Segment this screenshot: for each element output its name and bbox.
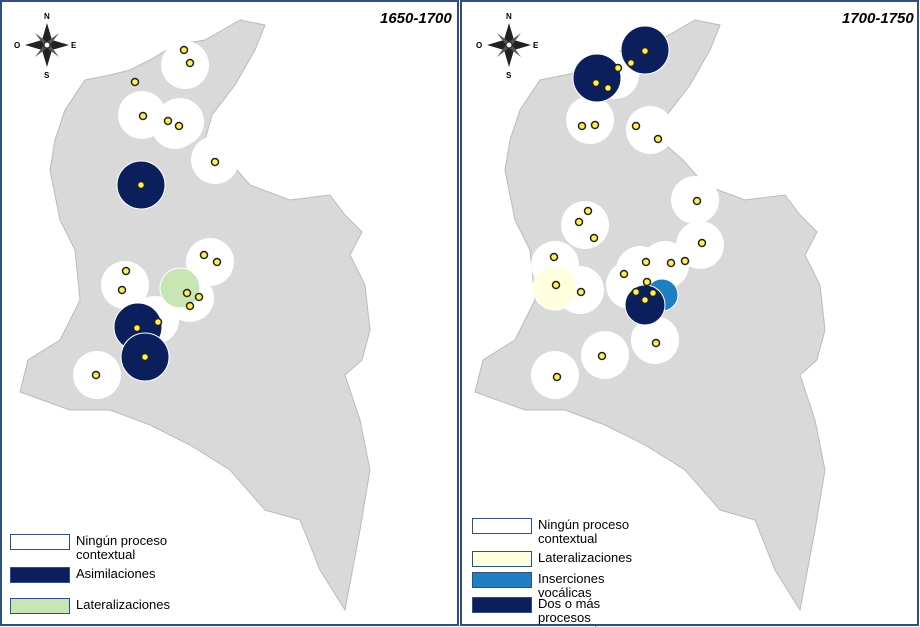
panel-title: 1700-1750 — [842, 10, 914, 27]
locality-point — [210, 157, 220, 167]
locality-point — [619, 269, 629, 279]
legend-swatch — [472, 551, 532, 567]
locality-point — [648, 288, 658, 298]
locality-point — [132, 323, 142, 333]
locality-point — [194, 292, 204, 302]
legend-item: Dos o más procesos contextuales — [472, 597, 653, 627]
compass-west: O — [14, 41, 21, 50]
legend-item: Lateralizaciones — [10, 598, 191, 614]
locality-point — [185, 301, 195, 311]
legend-item: Lateralizaciones — [472, 551, 653, 567]
legend-label: Lateralizaciones — [76, 597, 170, 612]
locality-point — [136, 180, 146, 190]
locality-point — [552, 372, 562, 382]
locality-point — [117, 285, 127, 295]
locality-point — [551, 280, 561, 290]
locality-point — [549, 252, 559, 262]
locality-point — [163, 116, 173, 126]
locality-point — [185, 58, 195, 68]
locality-point — [692, 196, 702, 206]
process-zone — [572, 53, 622, 103]
locality-point — [91, 370, 101, 380]
locality-point — [653, 134, 663, 144]
buffer-zone — [161, 41, 209, 89]
locality-point — [680, 256, 690, 266]
legend-label: Ningún proceso contextual — [538, 517, 630, 546]
locality-point — [591, 78, 601, 88]
locality-point — [574, 217, 584, 227]
panel-title: 1650-1700 — [380, 10, 452, 27]
locality-point — [697, 238, 707, 248]
buffer-zone — [186, 238, 234, 286]
locality-point — [613, 63, 623, 73]
locality-point — [626, 58, 636, 68]
legend-swatch — [472, 597, 532, 613]
process-zone — [159, 267, 201, 309]
buffer-zone — [101, 261, 149, 309]
locality-point — [121, 266, 131, 276]
locality-point — [589, 233, 599, 243]
locality-point — [597, 351, 607, 361]
buffer-zone — [566, 96, 614, 144]
locality-point — [212, 257, 222, 267]
compass-east: E — [71, 41, 77, 50]
legend-swatch — [472, 572, 532, 588]
locality-point — [640, 46, 650, 56]
locality-point — [138, 111, 148, 121]
compass-south: S — [44, 71, 50, 80]
compass-east: E — [533, 41, 539, 50]
locality-point — [603, 83, 613, 93]
locality-point — [631, 121, 641, 131]
legend-label: Inserciones vocálicas — [538, 571, 605, 600]
locality-point — [576, 287, 586, 297]
locality-point — [153, 317, 163, 327]
buffer-zone — [626, 106, 674, 154]
legend-swatch — [10, 534, 70, 550]
locality-point — [590, 120, 600, 130]
locality-point — [642, 277, 652, 287]
legend-swatch — [10, 598, 70, 614]
compass-west: O — [476, 41, 483, 50]
locality-point — [130, 77, 140, 87]
legend-item: Ningún proceso contextual — [10, 534, 191, 562]
legend-label: Dos o más procesos contextuales — [538, 596, 611, 627]
legend-item: Asimilaciones — [10, 567, 191, 583]
compass-north: N — [44, 12, 50, 21]
legend-label: Ningún proceso contextual — [76, 533, 168, 562]
locality-point — [179, 45, 189, 55]
locality-point — [577, 121, 587, 131]
compass-north: N — [506, 12, 512, 21]
process-zone — [624, 284, 666, 326]
locality-point — [583, 206, 593, 216]
legend-swatch — [472, 518, 532, 534]
locality-point — [651, 338, 661, 348]
compass-center — [43, 41, 51, 49]
locality-point — [140, 352, 150, 362]
legend-label: Lateralizaciones — [538, 550, 632, 565]
locality-point — [640, 295, 650, 305]
legend-label: Asimilaciones — [76, 566, 156, 581]
locality-point — [641, 257, 651, 267]
locality-point — [182, 288, 192, 298]
locality-point — [666, 258, 676, 268]
locality-point — [631, 287, 641, 297]
legend-item: Ningún proceso contextual — [472, 518, 653, 546]
locality-point — [199, 250, 209, 260]
compass-south: S — [506, 71, 512, 80]
compass-center — [505, 41, 513, 49]
legend-swatch — [10, 567, 70, 583]
buffer-zone — [641, 241, 689, 289]
legend-item: Inserciones vocálicas — [472, 572, 653, 600]
locality-point — [174, 121, 184, 131]
